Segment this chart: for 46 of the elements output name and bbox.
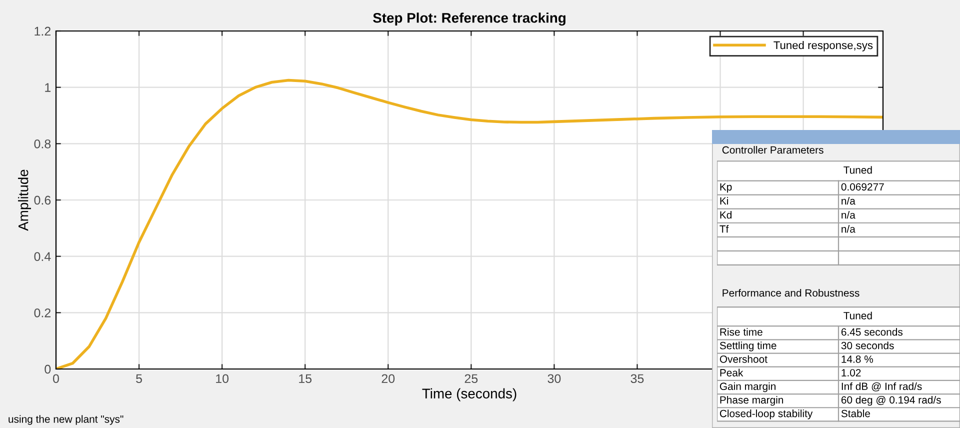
text: 1.02 [842,369,861,376]
chart-title: Step Plot: Reference tracking [373,12,566,26]
y-tick-label: 0.8 [34,139,51,148]
text: Inf dB @ Inf rad/s [842,382,922,392]
y-axis-title: Amplitude [18,170,31,231]
annotation: 14.8 % [842,355,873,363]
x-tick-label: 5 [136,374,142,384]
annotation: 30 seconds [841,342,894,350]
y-tick-label: 0.2 [34,308,51,318]
text: Performance and Robustness [722,289,860,297]
x-tick-label: 30 [548,374,561,384]
text: Controller Parameters [722,146,824,154]
x-axis-title: Time (seconds) [422,388,516,402]
annotation: Tf [720,225,729,233]
x-tick-label: 25 [464,374,478,384]
annotation: Tuned [844,312,872,320]
x-tick-label: 15 [299,374,312,384]
annotation: n/a [842,211,856,219]
x-tick-label: 0 [53,374,59,384]
y-tick-label: 0.6 [34,196,51,205]
annotation: Tuned [844,166,872,174]
annotation: n/a [842,225,856,233]
text: 60 deg @ 0.194 rad/s [841,396,941,406]
x-tick-label: 35 [630,374,644,384]
annotation: Rise time [720,328,762,336]
annotation: n/a [842,196,856,205]
annotation: Peak [720,368,744,376]
x-tick-label: 10 [216,374,229,384]
text: Closed-loop stability [720,410,813,420]
y-tick-label: 0.4 [34,252,51,261]
annotation: Kp [720,183,732,193]
text: Stable [841,410,870,418]
y-tick-label: 1.2 [34,26,51,36]
annotation: Settling time [720,342,776,352]
text: Gain margin [720,382,776,392]
y-tick-label: 1 [45,83,51,92]
x-tick-label: 20 [382,374,395,384]
y-tick-label: 0 [44,364,51,374]
text: using the new plant "sys" [8,415,124,425]
text: Phase margin [720,396,784,406]
annotation: Overshoot [720,355,768,363]
annotation: Kd [720,211,732,219]
legend-label: Tuned response,sys [774,41,873,52]
annotation: 0.069277 [841,183,884,191]
annotation: Ki [720,196,728,205]
annotation: 6.45 seconds [841,328,903,336]
